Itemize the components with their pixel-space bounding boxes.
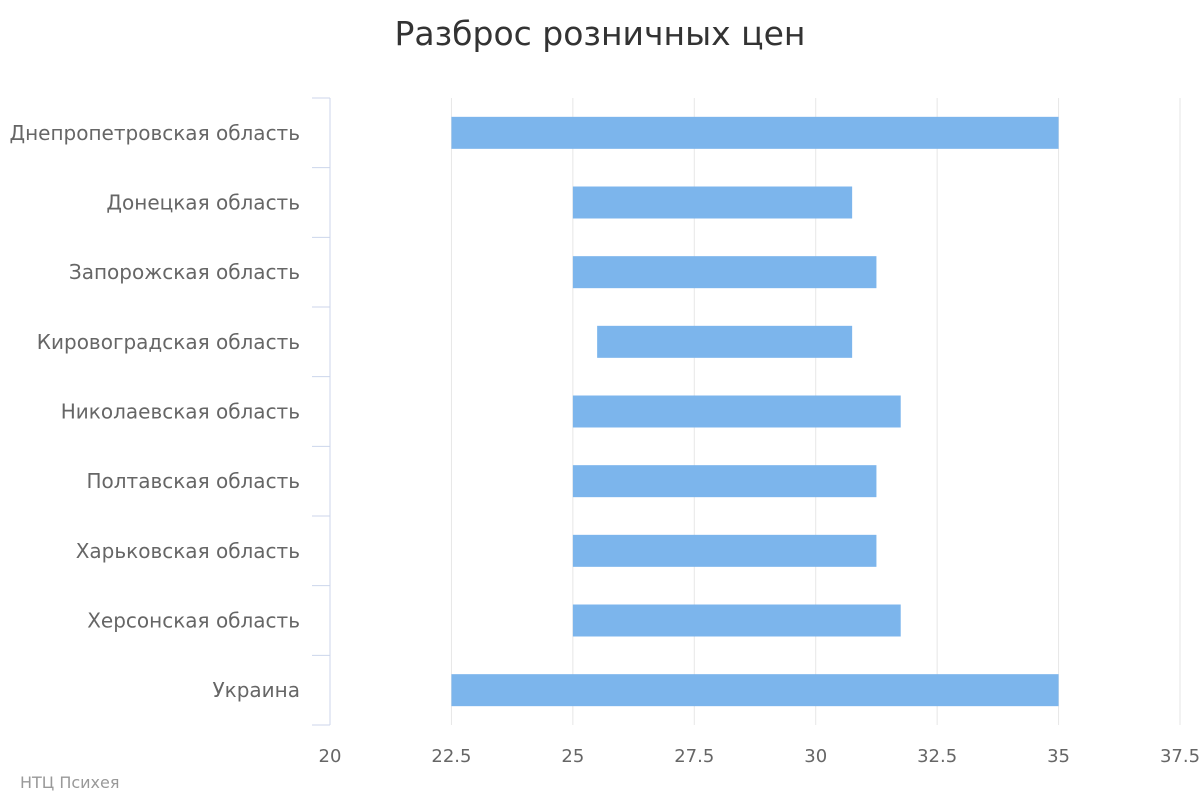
- category-label: Запорожская область: [69, 260, 300, 284]
- x-tick-label: 27.5: [674, 746, 714, 767]
- range-bar: [572, 395, 901, 428]
- category-label: Харьковская область: [76, 539, 300, 563]
- range-bar: [451, 674, 1059, 707]
- category-label: Днепропетровская область: [9, 121, 300, 145]
- category-label: Донецкая область: [106, 191, 300, 215]
- range-bar: [451, 116, 1059, 149]
- chart-title: Разброс розничных цен: [394, 14, 806, 53]
- x-tick-label: 35: [1047, 746, 1070, 767]
- category-label: Херсонская область: [87, 609, 300, 633]
- credits-label[interactable]: НТЦ Психея: [20, 773, 120, 792]
- range-bar: [597, 325, 853, 358]
- range-bar: [572, 534, 877, 567]
- range-bar: [572, 256, 877, 289]
- x-tick-label: 30: [804, 746, 827, 767]
- x-tick-label: 20: [319, 746, 342, 767]
- category-label: Украина: [212, 678, 300, 702]
- x-tick-label: 22.5: [431, 746, 471, 767]
- x-tick-label: 37.5: [1160, 746, 1200, 767]
- x-tick-label: 25: [561, 746, 584, 767]
- x-tick-label: 32.5: [917, 746, 957, 767]
- range-bar: [572, 604, 901, 637]
- category-label: Кировоградская область: [37, 330, 300, 354]
- category-label: Полтавская область: [86, 469, 300, 493]
- range-bar: [572, 465, 877, 498]
- category-label: Николаевская область: [61, 400, 300, 424]
- range-bar: [572, 186, 853, 219]
